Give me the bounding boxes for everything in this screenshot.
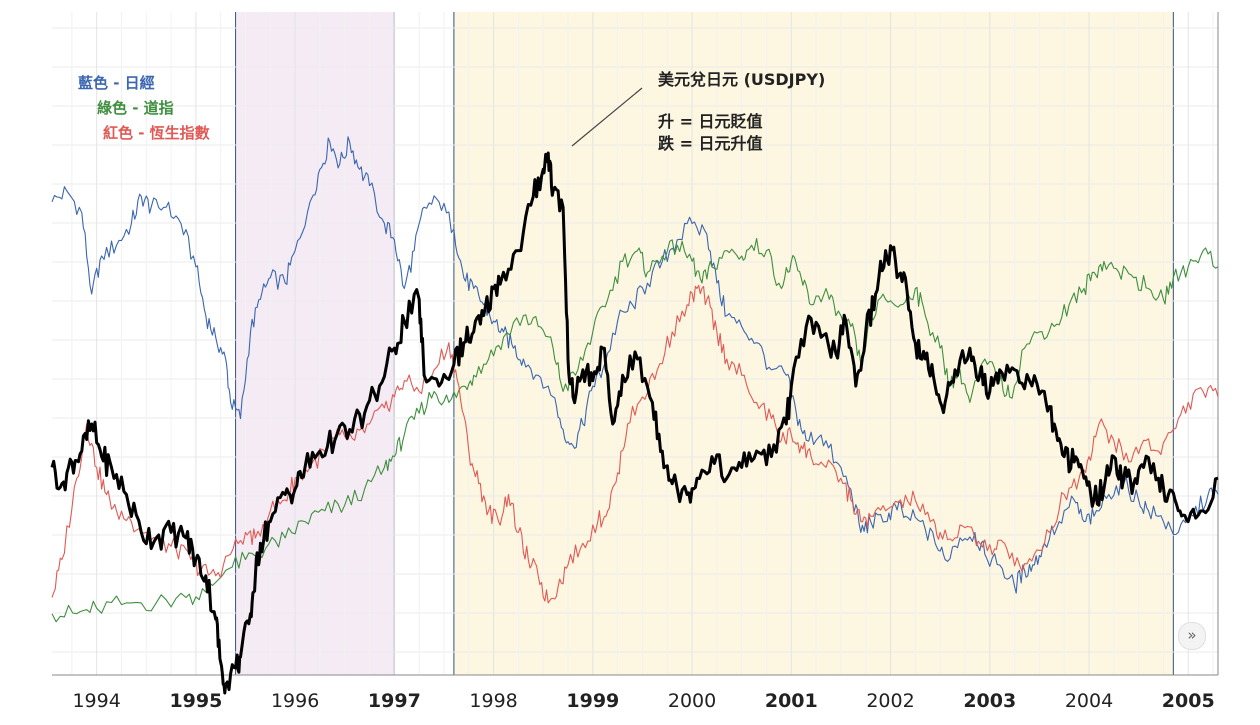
x-tick-label: 1994: [72, 690, 120, 712]
x-tick-label: 1997: [368, 690, 421, 712]
annotation-down: 跌 = 日元升值: [658, 134, 763, 153]
series-line-hsi: [51, 284, 1219, 604]
series-line-usdjpy: [50, 151, 1219, 695]
series-line-nikkei: [51, 136, 1219, 594]
shaded-periods: [235, 12, 1174, 675]
series-line-dow: [51, 237, 1219, 623]
legend-dow: 綠色 - 道指: [97, 99, 174, 117]
x-tick-label: 2003: [963, 690, 1016, 712]
x-tick-label: 2000: [668, 690, 716, 712]
scroll-next-button[interactable]: »: [1178, 622, 1206, 650]
grid-lines: [52, 12, 1218, 675]
legend-nikkei: 藍色 - 日經: [78, 74, 155, 92]
x-tick-labels: 1994 1995 1996 1997 1998 1999 2000 2001 2002 2003…: [72, 690, 1214, 712]
x-tick-label: 1995: [169, 690, 222, 712]
shaded-period-1: [235, 12, 395, 675]
x-tick-label: 2005: [1162, 690, 1215, 712]
annotation-title: 美元兌日元 (USDJPY): [658, 70, 826, 89]
annotation-leader-line: [571, 87, 643, 147]
x-tick-label: 1996: [271, 690, 319, 712]
shaded-period-2: [453, 12, 1174, 675]
x-tick-label: 2004: [1065, 690, 1113, 712]
legend-hsi: 紅色 - 恆生指數: [103, 124, 210, 142]
x-tick-label: 1998: [469, 690, 517, 712]
annotation-up: 升 = 日元貶值: [658, 112, 763, 131]
series-lines: [50, 136, 1219, 695]
x-tick-label: 2002: [866, 690, 914, 712]
x-tick-label: 1999: [566, 690, 619, 712]
x-tick-label: 2001: [765, 690, 818, 712]
